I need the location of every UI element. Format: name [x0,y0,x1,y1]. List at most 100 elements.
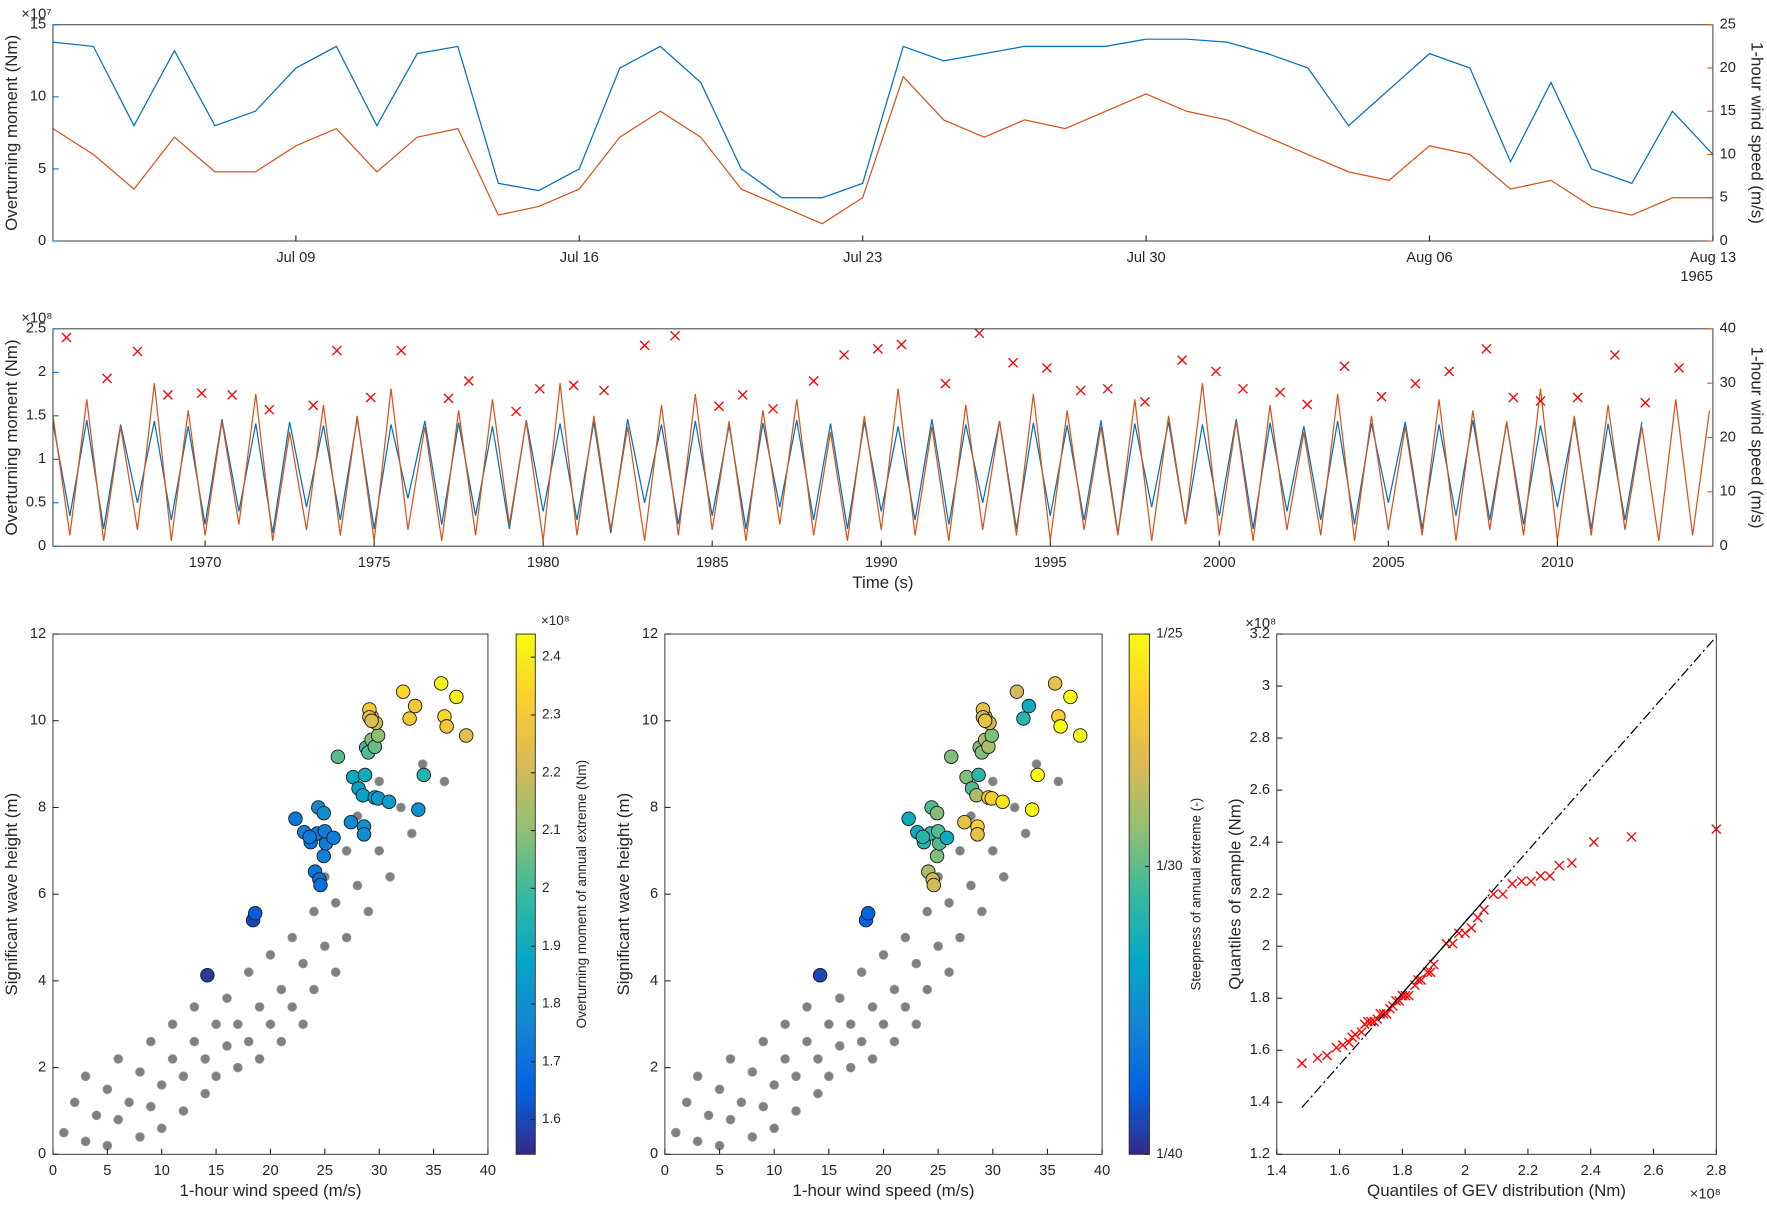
y-tick-label: 2.8 [1250,730,1270,746]
sample-point [211,1019,221,1030]
extreme-point [929,848,945,864]
y-multiplier: ×10⁸ [1245,616,1276,632]
sample-point [922,906,933,917]
x-tick-label: 35 [1039,1163,1055,1179]
x-marker [1041,362,1052,373]
x-tick-label: Jul 09 [276,250,315,266]
y2-axis-label: 1-hour wind speed (m/s) [1747,42,1766,224]
x-marker [1516,876,1527,887]
sample-point [955,845,965,856]
x-tick-label: 20 [262,1163,278,1179]
x-tick-label: 1.4 [1267,1163,1287,1179]
sample-point [823,1019,834,1030]
extreme-point [402,711,417,726]
y-tick-label: 10 [30,713,46,729]
extreme-point [995,794,1010,810]
x-marker [1544,870,1555,881]
extreme-point [1016,711,1031,726]
extreme-point [1021,698,1037,714]
sample-point [254,1054,265,1064]
y2-tick-label: 20 [1720,429,1736,445]
x-marker [896,339,907,350]
x-marker [1413,975,1424,986]
sample-point [911,1019,922,1030]
x-marker [1497,889,1508,900]
x-marker [1177,355,1188,366]
sample-point [998,871,1009,882]
x-marker [1588,837,1599,848]
sample-point [791,1071,801,1082]
y-tick-label: 0 [38,538,46,554]
x-marker [162,389,173,400]
x-marker [1472,912,1483,923]
sample-point [692,1071,703,1082]
sample-point [222,1041,232,1051]
x-axis-label: 1-hour wind speed (m/s) [792,1181,974,1200]
y-tick-label: 2.2 [1250,886,1270,902]
y-tick-label: 5 [38,161,46,177]
sample-point [222,993,232,1004]
colorbar-tick-label: 1/25 [1156,626,1182,641]
x-marker [196,388,207,399]
x-marker [1609,349,1620,360]
sample-point [944,967,954,978]
sample-point [834,993,845,1004]
extreme-point [1073,728,1088,743]
y-tick-label: 0 [38,1146,46,1162]
extreme-point [929,805,945,821]
extreme-point [1024,802,1040,817]
y-tick-label: 8 [38,799,46,815]
y2-tick-label: 15 [1720,103,1736,119]
colorbar-tick-label: 2.2 [542,764,561,779]
sample-point [265,1019,276,1030]
extreme-point [248,906,263,921]
x-tick-label: 1.8 [1392,1163,1412,1179]
extreme-point [330,749,346,764]
x-marker [1674,362,1685,373]
y2-tick-label: 25 [1720,17,1736,33]
x-tick-label: 2.6 [1643,1163,1663,1179]
sample-point [396,802,406,813]
extreme-point [984,728,999,743]
sample-point [769,1080,780,1090]
y-axis-label: Overturning moment (Nm) [2,35,21,231]
y-tick-label: 1.6 [1250,1042,1270,1058]
reference-line [1386,896,1488,1012]
y-tick-label: 2 [38,1059,46,1075]
sample-point [145,1036,156,1047]
sample-point [309,984,319,995]
x-marker [1339,361,1350,372]
extreme-point [926,877,941,893]
x-marker [1376,391,1387,402]
x-marker [872,343,883,354]
x-marker [1344,1037,1354,1048]
x-tick-label: 1985 [696,555,729,571]
sample-point [867,1002,878,1012]
x-year-label: 1965 [1680,269,1713,285]
x-marker [1296,1058,1307,1069]
x-marker [1275,387,1286,398]
x-tick-label: Jul 16 [560,250,599,266]
sample-point [889,984,900,995]
x-marker [396,345,407,356]
y-axis-label: Overturning moment (Nm) [2,340,21,536]
x-tick-label: Aug 13 [1690,250,1736,266]
y-tick-label: 2 [650,1059,658,1075]
x-tick-label: 40 [480,1163,496,1179]
sample-point [113,1114,124,1125]
sample-point [878,1019,889,1030]
extreme-point [316,805,331,821]
y-tick-label: 8 [650,799,658,815]
x-marker [737,389,748,400]
sample-point [813,1054,823,1064]
sample-point [200,1054,211,1064]
extreme-point [439,719,454,734]
x-tick-label: 10 [766,1163,782,1179]
y2-tick-label: 20 [1720,60,1736,76]
x-marker [1640,397,1651,408]
x-tick-label: 10 [154,1163,170,1179]
plot-frame [52,633,489,1155]
extreme-point [1030,767,1045,783]
y2-tick-label: 0 [1720,233,1728,249]
